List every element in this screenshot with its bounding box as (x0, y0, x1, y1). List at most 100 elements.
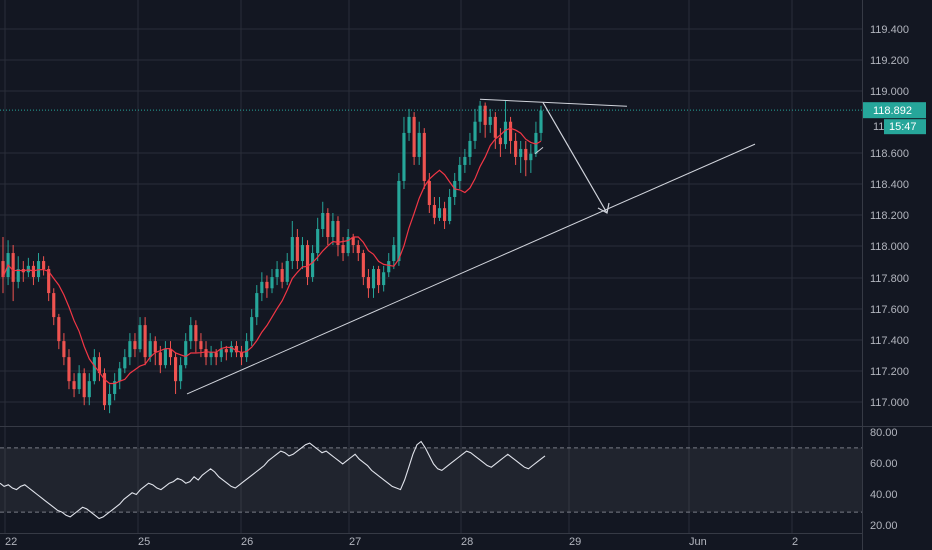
y-tick-label-6: 118.200 (870, 210, 909, 222)
x-tick-label-6: Jun (689, 536, 707, 548)
rsi-tick-label-2: 60.00 (870, 458, 898, 470)
candle-body-73 (371, 269, 376, 289)
candle-body-74 (377, 269, 381, 286)
annotations-layer (0, 98, 862, 395)
candle-body-25 (128, 341, 132, 358)
candle-body-5 (26, 265, 30, 273)
candle-body-79 (402, 132, 406, 181)
candle-body-85 (432, 204, 436, 218)
candle-body-27 (138, 325, 142, 350)
candles-layer (1, 100, 543, 414)
candle-body-9 (47, 269, 51, 294)
countdown-label-bg (884, 119, 926, 135)
candle-body-16 (82, 373, 86, 398)
candle-body-22 (113, 381, 117, 394)
x-tick-label-7: 2 (792, 536, 798, 548)
candle-body-104 (529, 153, 533, 161)
candle-body-54 (275, 269, 279, 278)
candle-body-45 (229, 345, 233, 353)
candle-body-37 (189, 325, 193, 342)
candle-body-60 (305, 245, 310, 278)
candle-body-20 (102, 373, 107, 406)
y-tick-label-10: 119.200 (870, 55, 909, 67)
candle-body-30 (153, 341, 157, 353)
candle-body-52 (265, 281, 269, 289)
candle-body-31 (158, 352, 162, 366)
candle-body-58 (295, 237, 299, 262)
candle-body-72 (366, 277, 371, 289)
x-tick-label-1: 25 (138, 536, 150, 548)
candle-body-96 (488, 116, 492, 125)
candle-body-65 (331, 221, 335, 238)
candle-body-86 (437, 208, 442, 218)
candle-body-99 (503, 121, 508, 145)
small-connector-line (534, 146, 544, 155)
axis-layer: 117.000 117.200 117.400 117.600 117.800 118.0… (5, 24, 926, 548)
candle-body-95 (483, 105, 487, 125)
candle-body-97 (493, 116, 497, 138)
candle-body-64 (326, 213, 330, 238)
rsi-band-background (0, 447, 862, 513)
candle-body-101 (514, 140, 518, 157)
candle-body-91 (463, 156, 467, 165)
forecast-arrow-line[interactable] (542, 102, 608, 214)
resistance-line[interactable] (479, 98, 628, 107)
candle-body-35 (179, 365, 183, 382)
candle-body-102 (519, 148, 523, 157)
candle-body-29 (148, 341, 152, 358)
candle-body-8 (42, 261, 46, 270)
candle-body-59 (300, 245, 305, 262)
current-price-label: 118.892 (873, 105, 912, 117)
candle-body-0 (1, 261, 5, 278)
candle-body-15 (77, 373, 81, 390)
candle-body-98 (498, 137, 502, 145)
candle-body-93 (473, 121, 477, 141)
candle-body-24 (123, 357, 127, 369)
candle-body-14 (72, 381, 76, 390)
candle-body-18 (92, 357, 96, 382)
x-tick-label-5: 29 (569, 536, 581, 548)
y-tick-label-5: 118.000 (870, 241, 909, 253)
candle-body-43 (219, 349, 223, 358)
candle-body-106 (539, 110, 543, 133)
candle-body-71 (361, 253, 365, 278)
candle-body-100 (508, 121, 513, 141)
candle-body-47 (239, 352, 244, 358)
y-tick-label-9: 119.000 (870, 86, 909, 98)
candle-body-23 (118, 368, 122, 382)
candle-body-12 (62, 341, 66, 358)
candle-body-83 (422, 132, 426, 181)
candle-body-21 (108, 393, 112, 406)
candle-body-53 (270, 277, 274, 289)
candle-body-69 (351, 237, 355, 246)
rsi-tick-label-3: 80.00 (870, 427, 898, 439)
candle-body-19 (97, 357, 102, 374)
candle-body-81 (412, 116, 416, 157)
x-tick-label-4: 28 (461, 536, 473, 548)
candle-body-57 (290, 237, 294, 262)
candle-body-46 (234, 345, 239, 353)
candle-body-63 (321, 213, 325, 230)
rising-trendline[interactable] (186, 143, 756, 395)
candle-body-92 (468, 140, 472, 157)
candle-body-36 (184, 341, 188, 366)
current-price-label-bg (863, 102, 926, 119)
rsi-tick-label-1: 40.00 (870, 489, 898, 501)
candle-body-82 (417, 132, 421, 157)
candle-body-42 (214, 352, 218, 358)
candle-body-3 (16, 269, 20, 282)
candle-body-28 (143, 325, 147, 358)
x-tick-label-3: 27 (349, 536, 361, 548)
candle-body-90 (458, 164, 462, 181)
moving-average-layer (2, 127, 542, 385)
candle-body-61 (311, 253, 315, 278)
y-tick-label-2: 117.400 (870, 335, 909, 347)
y-tick-label-8: 118.600 (870, 148, 909, 160)
candle-body-84 (427, 180, 431, 205)
candle-body-68 (346, 237, 350, 254)
candle-body-13 (67, 357, 71, 382)
candle-body-80 (407, 116, 411, 133)
candle-body-41 (209, 352, 213, 358)
candle-body-78 (397, 180, 401, 262)
